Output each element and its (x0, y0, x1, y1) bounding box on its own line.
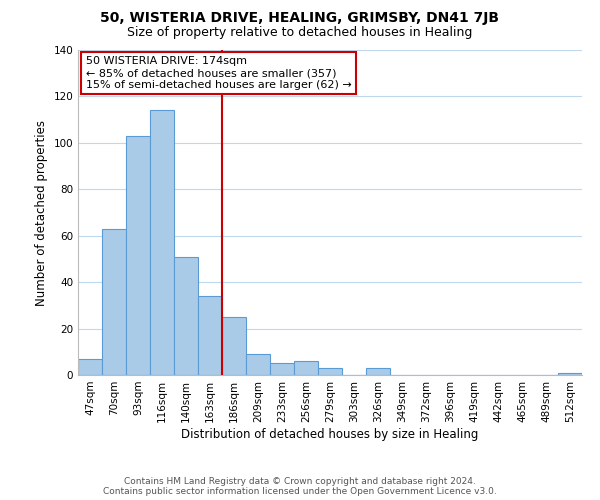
Bar (294, 361, 318, 375)
Bar (198, 296, 222, 375)
Bar (174, 256, 198, 375)
Bar (102, 229, 126, 375)
Text: Contains HM Land Registry data © Crown copyright and database right 2024.
Contai: Contains HM Land Registry data © Crown c… (103, 476, 497, 496)
Text: Size of property relative to detached houses in Healing: Size of property relative to detached ho… (127, 26, 473, 39)
Bar (366, 368, 390, 375)
Text: 50 WISTERIA DRIVE: 174sqm
← 85% of detached houses are smaller (357)
15% of semi: 50 WISTERIA DRIVE: 174sqm ← 85% of detac… (86, 56, 352, 90)
Bar (150, 110, 174, 375)
Bar (558, 372, 582, 375)
Bar (246, 354, 270, 375)
Bar (126, 136, 150, 375)
Text: 50, WISTERIA DRIVE, HEALING, GRIMSBY, DN41 7JB: 50, WISTERIA DRIVE, HEALING, GRIMSBY, DN… (101, 11, 499, 25)
Y-axis label: Number of detached properties: Number of detached properties (35, 120, 48, 306)
Bar (222, 317, 246, 375)
Bar (270, 364, 294, 375)
X-axis label: Distribution of detached houses by size in Healing: Distribution of detached houses by size … (181, 428, 479, 440)
Bar (78, 359, 102, 375)
Bar (318, 368, 342, 375)
